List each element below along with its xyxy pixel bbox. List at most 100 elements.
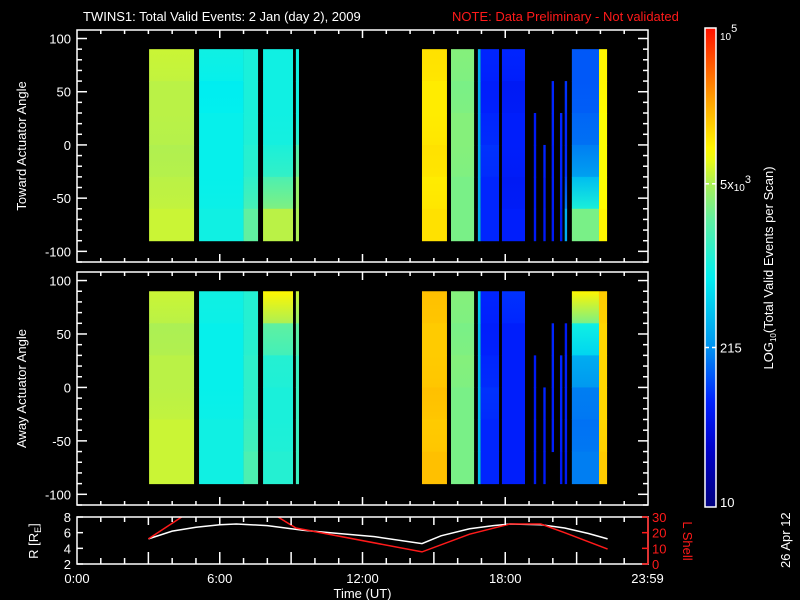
heatmap-cell: [533, 176, 537, 210]
heatmap-cell: [598, 323, 608, 356]
heatmap-cell: [564, 419, 568, 453]
heatmap-cell: [571, 81, 599, 114]
heatmap-cell: [451, 291, 475, 324]
heatmap-cell: [451, 144, 475, 178]
heatmap-cell: [451, 113, 475, 146]
heatmap-cell: [451, 208, 475, 242]
heatmap-cell: [149, 387, 195, 420]
heatmap-cell: [559, 113, 563, 146]
heatmap-cell: [243, 323, 259, 356]
heatmap-cell: [421, 208, 447, 242]
heatmap-cell: [421, 49, 447, 82]
heatmap-cell: [551, 144, 555, 178]
heatmap-cell: [501, 144, 525, 178]
heatmap-cell: [199, 387, 244, 420]
heatmap-cell: [480, 144, 500, 178]
heatmap-cell: [501, 81, 525, 114]
x-tick-label: 18:00: [489, 571, 522, 586]
heatmap-cell: [199, 176, 244, 210]
colorbar-tick-label: 10: [720, 495, 734, 510]
toward-angle-panel: 100 50 0 -50 -100 Toward Actuator Angle: [14, 29, 649, 263]
heatmap-cell: [199, 113, 244, 146]
away-angle-panel: 100 50 0 -50 -100 Away Actuator Angle: [14, 271, 649, 506]
heatmap-cell: [598, 49, 608, 82]
y-tick-label: -50: [52, 191, 71, 206]
heatmap-cell: [263, 49, 294, 82]
colorbar-label: LOG10(Total Valid Events per Scan): [761, 166, 778, 369]
r-tick-label: 6: [64, 526, 71, 541]
l-shell-axis-label: L Shell: [680, 521, 695, 560]
heatmap-cell: [263, 355, 294, 388]
heatmap-cell: [571, 387, 599, 420]
heatmap-cell: [501, 451, 525, 485]
heatmap-cell: [598, 355, 608, 388]
heatmap-cell: [564, 323, 568, 356]
y-tick-label: 0: [64, 138, 71, 153]
heatmap-cell: [243, 113, 259, 146]
heatmap-cell: [480, 81, 500, 114]
l-tick-label: 0: [652, 557, 659, 572]
x-tick-label: 6:00: [207, 571, 232, 586]
heatmap-cell: [598, 451, 608, 485]
heatmap-cell: [149, 323, 195, 356]
heatmap-cell: [451, 176, 475, 210]
tick-exp: 3: [745, 174, 751, 186]
heatmap-cell: [243, 49, 259, 82]
heatmap-cell: [571, 323, 599, 356]
x-tick-label: 0:00: [64, 571, 89, 586]
heatmap-cell: [451, 323, 475, 356]
heatmap-cell: [421, 113, 447, 146]
heatmap-cell: [571, 49, 599, 82]
heatmap-cell: [243, 81, 259, 114]
heatmap-cell: [571, 355, 599, 388]
heatmap-cell: [477, 291, 481, 324]
heatmap-cell: [598, 113, 608, 146]
y-tick-label: -100: [45, 487, 71, 502]
heatmap-cell: [243, 208, 259, 242]
heatmap-cell: [149, 113, 195, 146]
heatmap-cell: [421, 355, 447, 388]
y-tick-label: 50: [57, 85, 71, 100]
heatmap-cell: [551, 176, 555, 210]
heatmap-cell: [477, 208, 481, 242]
heatmap-cell: [263, 176, 294, 210]
heatmap-cell: [551, 419, 555, 453]
heatmap-cell: [533, 144, 537, 178]
heatmap-cell: [295, 81, 299, 114]
y-tick-label: 50: [57, 327, 71, 342]
colorbar-label-main: LOG: [761, 342, 776, 369]
heatmap-cell: [477, 113, 481, 146]
x-tick-label: 23:59: [631, 571, 664, 586]
heatmap-cell: [480, 387, 500, 420]
r-distance-line: [148, 523, 608, 545]
heatmap-cell: [199, 451, 244, 485]
heatmap-cell: [571, 208, 599, 242]
heatmap-cell: [199, 208, 244, 242]
heatmap-cell: [598, 81, 608, 114]
heatmap-cell: [199, 419, 244, 453]
colorbar-tick-label: 105: [720, 23, 737, 43]
heatmap-cell: [501, 208, 525, 242]
heatmap-cell: [263, 208, 294, 242]
heatmap-cell: [149, 419, 195, 453]
heatmap-cell: [263, 291, 294, 324]
heatmap-cell: [501, 49, 525, 82]
heatmap-cell: [598, 419, 608, 453]
tick-exp: 5: [731, 23, 737, 35]
heatmap-cell: [451, 81, 475, 114]
heatmap-cell: [501, 291, 525, 324]
heatmap-cell: [501, 323, 525, 356]
heatmap-cell: [199, 144, 244, 178]
heatmap-cell: [571, 144, 599, 178]
heatmap-cell: [295, 144, 299, 178]
l-shell-line: [147, 517, 608, 553]
heatmap-cell: [295, 419, 299, 453]
r-axis-label: R [RE]: [26, 523, 43, 559]
x-tick-label: 12:00: [346, 571, 379, 586]
heatmap-cell: [451, 387, 475, 420]
heatmap-cell: [295, 451, 299, 485]
r-tick-label: 2: [64, 557, 71, 572]
heatmap-cell: [451, 451, 475, 485]
colorbar-scale: [704, 27, 717, 508]
